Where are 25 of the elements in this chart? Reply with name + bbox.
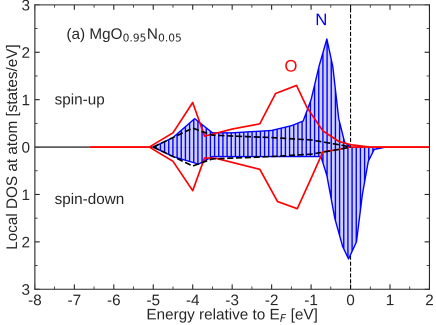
annotation: (a) MgO$_{0.95}$N$_{0.05}$ [67,28,181,42]
series-label: O [285,60,297,72]
x-axis-title: Energy relative to E$_{F}$ [eV] [148,308,317,323]
x-tick-label: -2 [266,294,278,306]
y-axis-title: Local DOS at atom [states/eV] [6,45,20,249]
y-tick-label: 3 [22,0,30,11]
x-tick-label: -1 [304,294,318,306]
x-tick-label: -7 [68,294,80,306]
y-tick-label: 1 [22,94,30,106]
y-tick-label: 2 [22,47,30,58]
x-tick-label: -8 [28,294,42,306]
x-tick-label: 1 [386,294,394,306]
series-label: N [316,14,326,26]
y-tick-label: 0 [22,142,30,153]
annotation: spin-up [55,93,104,108]
annotation: spin-down [55,192,124,208]
y-tick-label: 3 [22,284,30,295]
y-tick-label: 2 [22,236,30,248]
x-tick-label: -5 [147,294,160,306]
x-tick-label: 2 [426,294,433,306]
y-tick-label: 1 [22,189,30,200]
x-tick-label: -4 [186,294,200,306]
x-tick-label: 0 [346,294,354,306]
x-tick-label: -3 [226,294,238,306]
x-tick-label: -6 [108,294,120,306]
